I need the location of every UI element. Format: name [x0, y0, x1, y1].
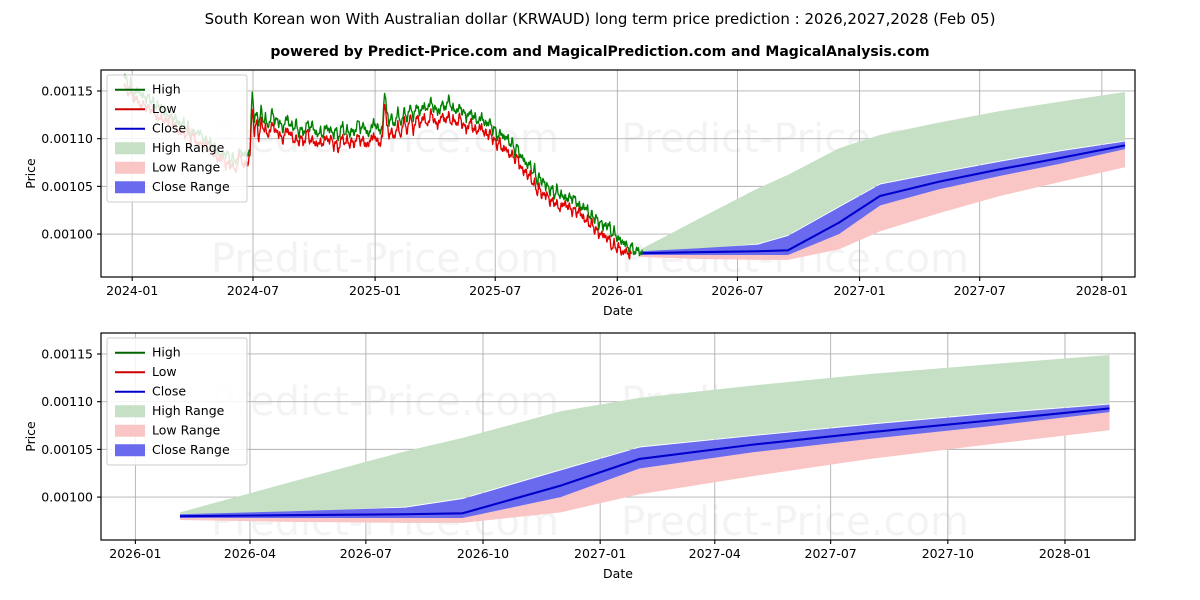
close-forecast-line — [179, 407, 1110, 518]
legend-band-swatch — [115, 181, 145, 194]
legend-item: Close — [115, 383, 186, 398]
legend-item: Close Range — [115, 442, 230, 457]
legend-item-label: Close — [152, 383, 186, 398]
legend-band-swatch — [115, 444, 145, 457]
legend-item-label: Low Range — [152, 422, 221, 437]
chart-legend: High Low Close High Range Low Range Close Ran… — [106, 74, 248, 203]
x-axis-tick-label: 2024-01 — [106, 283, 158, 298]
y-axis-tick-label: 0.00100 — [41, 490, 93, 505]
x-axis-tick-label: 2027-10 — [922, 546, 974, 561]
close-range-band — [640, 141, 1126, 256]
x-axis-tick-label: 2028-01 — [1076, 283, 1128, 298]
legend-item: Close Range — [115, 179, 230, 194]
legend-item: Low — [115, 364, 177, 379]
legend-item-label: Low — [152, 101, 177, 116]
legend-item-label: High Range — [152, 140, 225, 155]
y-axis-tick-label: 0.00110 — [41, 131, 93, 146]
legend-band-swatch — [115, 424, 145, 437]
close-range-band — [179, 404, 1110, 519]
y-axis-title: Price — [23, 421, 38, 452]
legend-item: Close — [115, 120, 186, 135]
x-axis-tick-label: 2026-10 — [457, 546, 509, 561]
plot-frame — [100, 69, 1136, 278]
legend-item-label: Close Range — [152, 179, 230, 194]
y-axis-tick-label: 0.00115 — [41, 346, 93, 361]
legend-item-label: High Range — [152, 403, 225, 418]
plot-frame — [100, 332, 1136, 541]
legend-item-label: Close Range — [152, 442, 230, 457]
y-axis-tick-label: 0.00105 — [41, 179, 93, 194]
watermark: Predict-Price.com — [211, 236, 559, 282]
y-axis-tick-label: 0.00105 — [41, 442, 93, 457]
y-axis-tick-label: 0.00110 — [41, 394, 93, 409]
x-axis-tick-label: 2028-01 — [1039, 546, 1091, 561]
x-axis-tick-label: 2026-04 — [224, 546, 276, 561]
x-axis-title: Date — [603, 303, 633, 318]
legend-item: Low Range — [115, 159, 221, 174]
legend-item: High — [115, 81, 181, 96]
legend-item: High Range — [115, 140, 225, 155]
x-axis-tick-label: 2027-07 — [805, 546, 857, 561]
legend-band-swatch — [115, 142, 145, 155]
page-title: South Korean won With Australian dollar … — [204, 10, 996, 28]
legend-item: Low Range — [115, 422, 221, 437]
page-subtitle: powered by Predict-Price.com and Magical… — [270, 44, 930, 60]
x-axis-tick-label: 2027-01 — [833, 283, 885, 298]
x-axis-tick-label: 2026-01 — [591, 283, 643, 298]
legend-band-swatch — [115, 161, 145, 174]
x-axis-tick-label: 2026-07 — [340, 546, 392, 561]
top-chart: Predict-Price.comPredict-Price.comPredic… — [23, 69, 1136, 318]
legend-item-label: Low Range — [152, 159, 221, 174]
x-axis-title: Date — [603, 566, 633, 581]
x-axis-tick-label: 2027-01 — [574, 546, 626, 561]
low-range-band — [640, 149, 1126, 260]
x-axis-tick-label: 2027-04 — [689, 546, 741, 561]
x-axis-tick-label: 2027-07 — [954, 283, 1006, 298]
legend-item: High — [115, 344, 181, 359]
y-axis-tick-label: 0.00100 — [41, 227, 93, 242]
legend-item-label: High — [152, 344, 181, 359]
close-forecast-line — [640, 144, 1126, 255]
chart-legend: High Low Close High Range Low Range Close Ran… — [106, 337, 248, 466]
legend-item-label: Close — [152, 120, 186, 135]
legend-item-label: High — [152, 81, 181, 96]
x-axis-tick-label: 2025-01 — [349, 283, 401, 298]
low-range-band — [179, 412, 1110, 523]
legend-item: Low — [115, 101, 177, 116]
x-axis-tick-label: 2026-07 — [711, 283, 763, 298]
bottom-chart: Predict-Price.comPredict-Price.comPredic… — [23, 332, 1136, 581]
y-axis-title: Price — [23, 158, 38, 189]
x-axis-tick-label: 2024-07 — [227, 283, 279, 298]
high-range-band — [640, 91, 1126, 254]
high-range-band — [179, 354, 1110, 517]
y-axis-tick-label: 0.00115 — [41, 83, 93, 98]
legend-band-swatch — [115, 405, 145, 418]
legend-item-label: Low — [152, 364, 177, 379]
watermark: Predict-Price.com — [621, 499, 969, 545]
x-axis-tick-label: 2026-01 — [109, 546, 161, 561]
x-axis-tick-label: 2025-07 — [469, 283, 521, 298]
legend-item: High Range — [115, 403, 225, 418]
